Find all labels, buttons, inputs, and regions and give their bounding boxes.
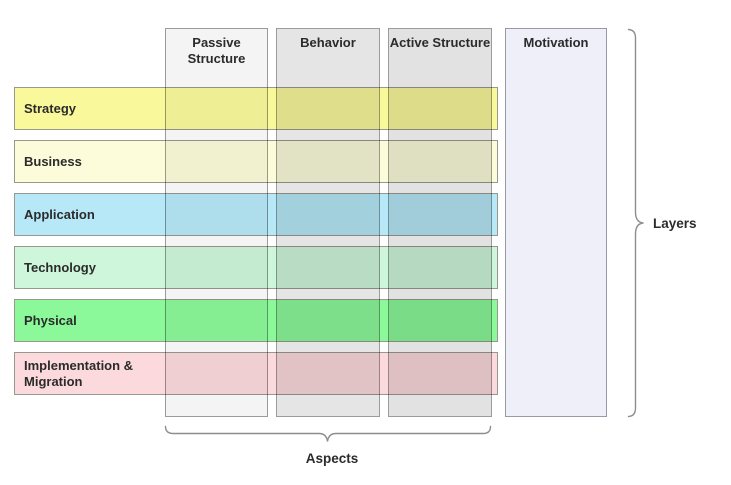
layer-label-strategy: Strategy <box>24 100 77 116</box>
layers-label: Layers <box>653 216 697 231</box>
layer-label-implementation-migration: Implementation & Migration <box>24 357 134 389</box>
layer-label-technology: Technology <box>24 259 96 275</box>
aspect-header-active-structure: Active Structure <box>389 35 491 50</box>
aspect-column-behavior: Behavior <box>276 28 380 417</box>
motivation-column: Motivation <box>505 28 607 417</box>
layer-label-application: Application <box>24 206 95 222</box>
aspect-header-behavior: Behavior <box>300 35 356 50</box>
layer-label-business: Business <box>24 153 82 169</box>
aspects-label: Aspects <box>305 451 359 466</box>
motivation-header: Motivation <box>523 35 589 50</box>
aspect-column-active-structure: Active Structure <box>388 28 492 417</box>
layers-bracket <box>627 28 644 418</box>
aspects-brace <box>164 425 492 442</box>
layer-label-physical: Physical <box>24 312 77 328</box>
aspect-column-passive-structure: Passive Structure <box>165 28 268 417</box>
aspect-header-passive-structure: Passive Structure <box>187 35 246 66</box>
